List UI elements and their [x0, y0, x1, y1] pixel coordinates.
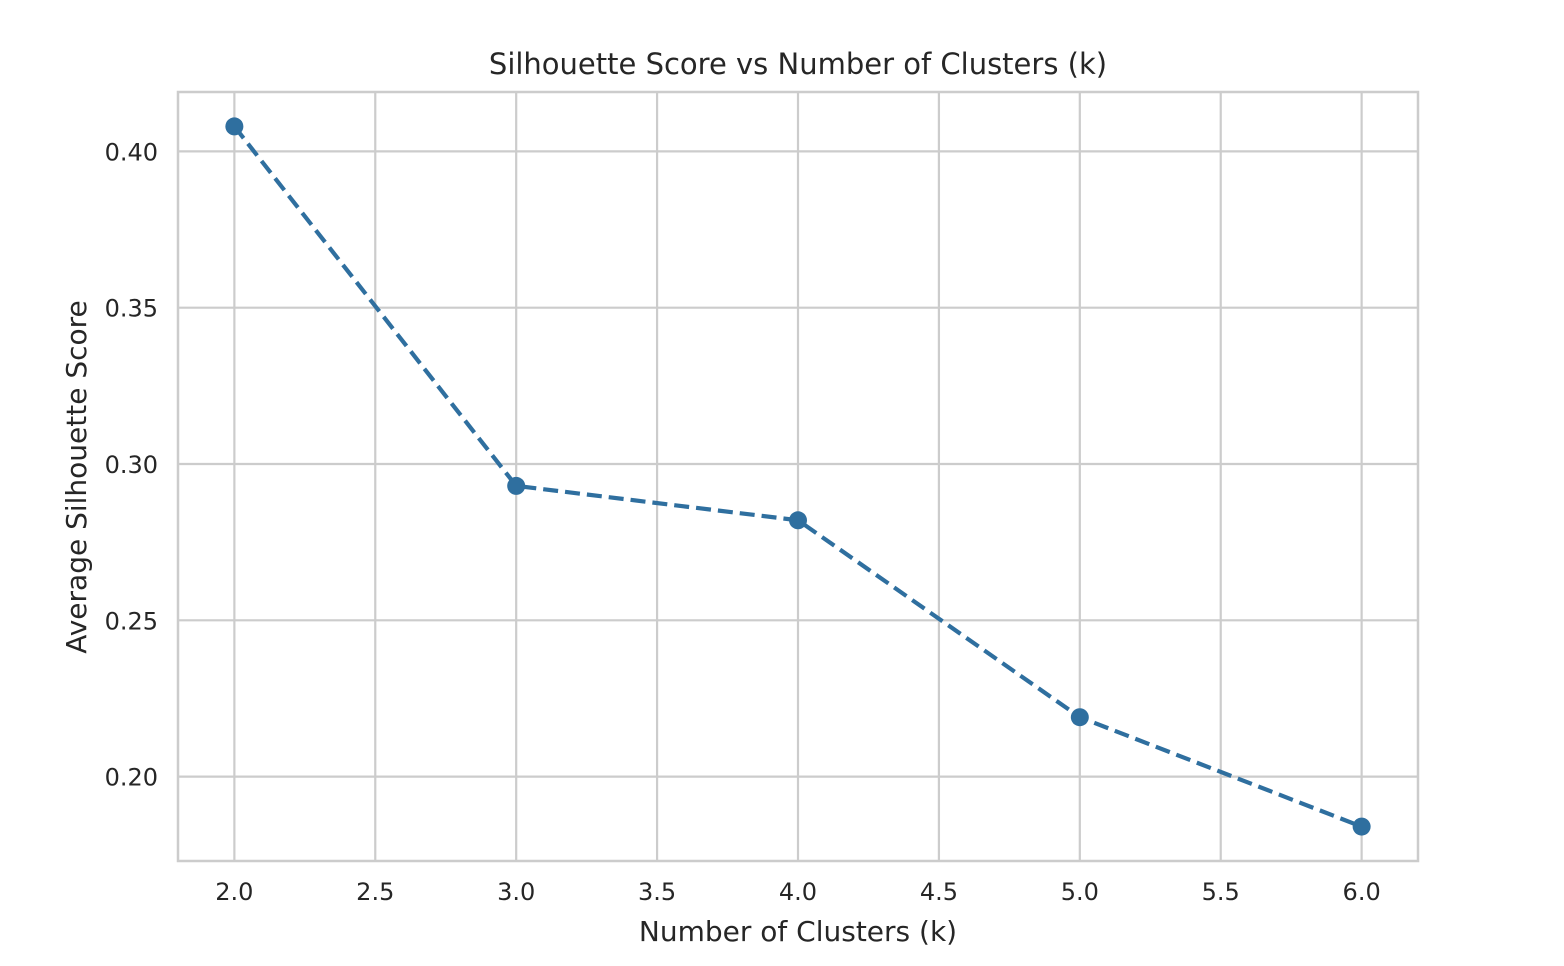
x-tick-label: 5.5: [1202, 878, 1240, 906]
data-point: [1070, 708, 1089, 727]
x-tick-label: 2.5: [356, 878, 394, 906]
x-axis-label: Number of Clusters (k): [639, 915, 957, 948]
x-tick-label: 3.5: [638, 878, 676, 906]
series-layer: [225, 117, 1371, 836]
y-tick-label: 0.20: [105, 764, 158, 792]
data-point: [789, 511, 807, 530]
y-tick-label: 0.40: [105, 138, 158, 166]
tick-label-layer: 2.0 2.5 3.0 3.5 4.0 4.5 5.0 5.5 6.0 0.20 0.25 0.30 0…: [105, 138, 1381, 906]
plot-frame: [176, 90, 1420, 863]
chart-title: Silhouette Score vs Number of Clusters (…: [489, 47, 1107, 81]
y-tick-label: 0.35: [105, 295, 158, 323]
data-point: [507, 476, 526, 495]
x-tick-label: 5.0: [1061, 878, 1099, 906]
x-tick-label: 4.0: [779, 878, 817, 906]
y-tick-label: 0.25: [105, 607, 158, 635]
y-tick-label: 0.30: [105, 451, 158, 479]
x-tick-label: 4.5: [920, 878, 958, 906]
y-axis-label: Average Silhouette Score: [60, 300, 93, 654]
x-tick-label: 6.0: [1343, 878, 1381, 906]
x-tick-label: 2.0: [215, 878, 253, 906]
x-tick-label: 3.0: [497, 878, 535, 906]
data-point: [225, 117, 244, 136]
data-point: [1352, 817, 1371, 836]
grid-layer: [178, 92, 1418, 861]
